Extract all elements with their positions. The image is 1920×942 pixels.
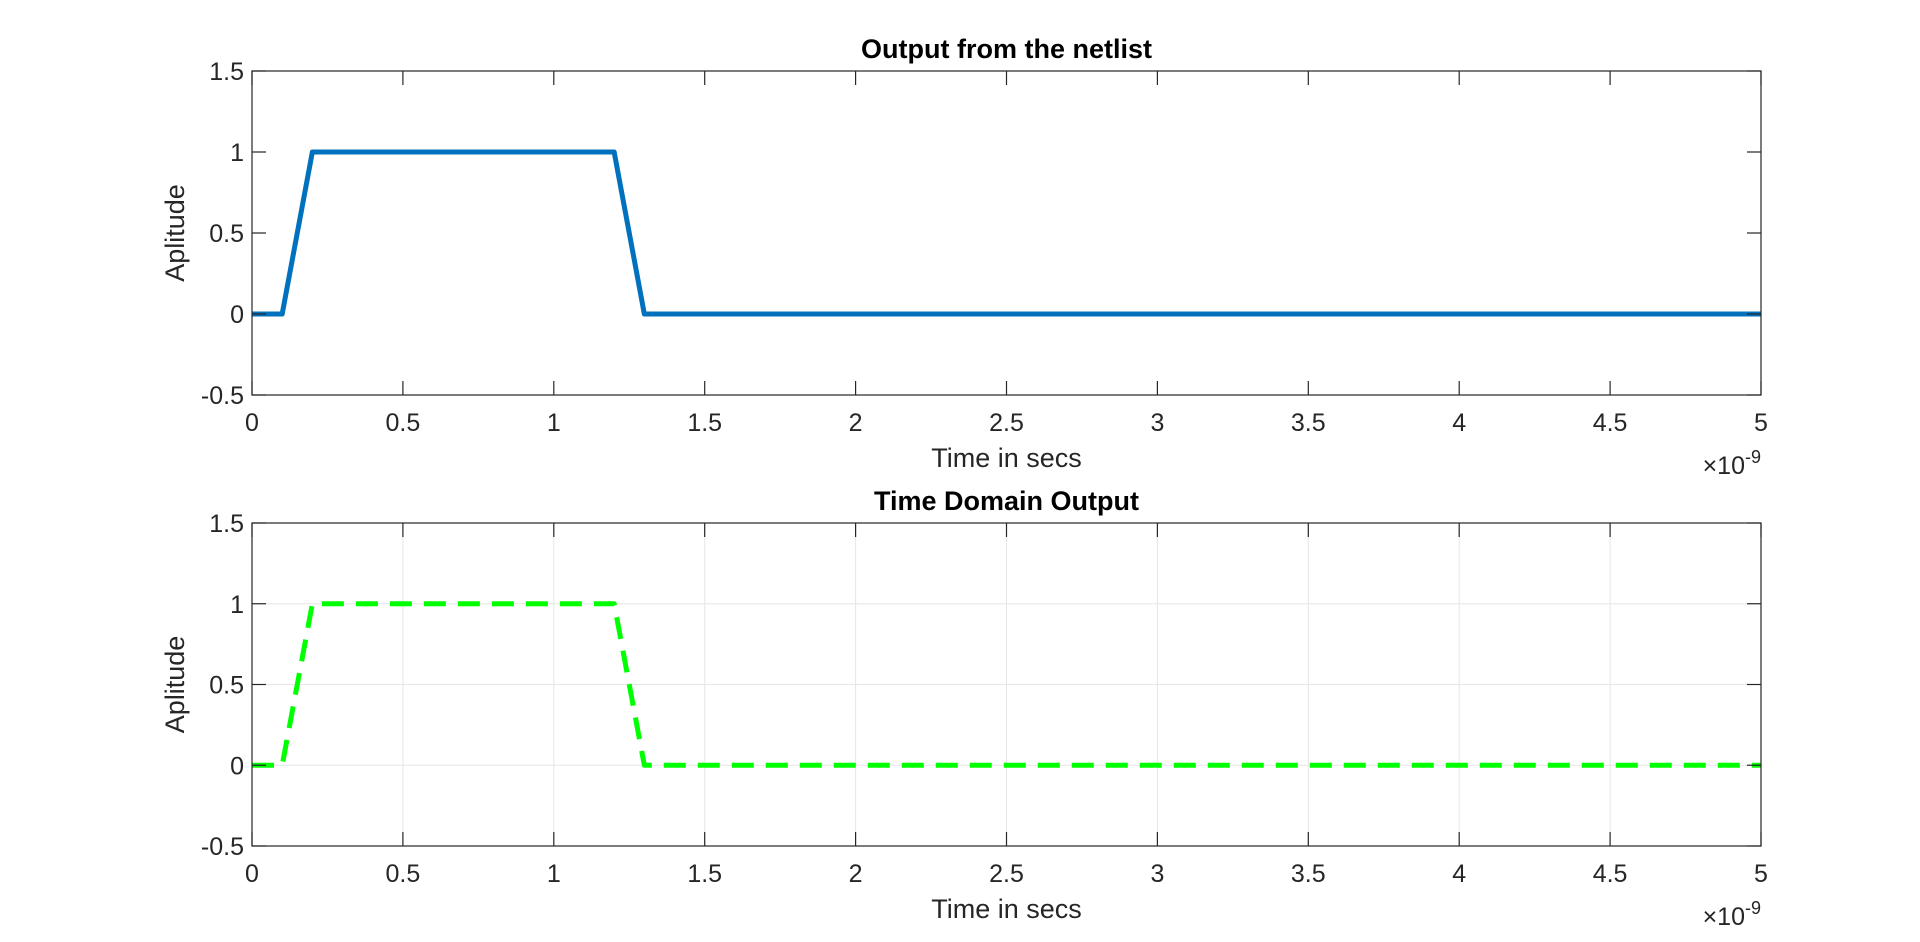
x-tick-label: 2.5 [989, 409, 1024, 437]
x-exponent-power: -9 [1745, 447, 1761, 467]
x-tick-label: 0 [245, 409, 259, 437]
x-tick-label: 4 [1452, 860, 1466, 888]
x-tick-label: 3 [1150, 409, 1164, 437]
y-axis-label: Aplitude [160, 184, 190, 282]
x-tick-label: 3.5 [1291, 409, 1326, 437]
x-exponent-label: ×10-9 [1703, 447, 1761, 480]
x-tick-label: 2 [849, 860, 863, 888]
x-tick-label: 4.5 [1593, 860, 1628, 888]
x-tick-label: 3.5 [1291, 860, 1326, 888]
x-tick-label: 1.5 [687, 409, 722, 437]
chart-title: Output from the netlist [861, 34, 1152, 64]
x-exponent-power: -9 [1745, 898, 1761, 918]
series-line-1 [252, 149, 1761, 317]
y-tick-label: 1 [230, 591, 244, 619]
y-tick-label: 0.5 [209, 672, 244, 700]
chart-title: Time Domain Output [874, 486, 1139, 516]
y-tick-label: 0 [230, 752, 244, 780]
x-axis-label: Time in secs [931, 443, 1082, 473]
y-tick-label: 1 [230, 139, 244, 167]
x-tick-label: 1.5 [687, 860, 722, 888]
x-tick-label: 2.5 [989, 860, 1024, 888]
x-tick-label: 0.5 [386, 860, 421, 888]
y-tick-label: 0 [230, 301, 244, 329]
x-tick-label: 4 [1452, 409, 1466, 437]
grid-lines [252, 523, 1761, 846]
x-tick-label: 0 [245, 860, 259, 888]
axes-box [251, 70, 1762, 396]
subplot-1: 0 0.5 1 1.5 2 2.5 3 3.5 4 4.5 5-0.500.511.5Output … [160, 34, 1768, 480]
x-tick-label: 5 [1754, 409, 1768, 437]
x-tick-label: 3 [1150, 860, 1164, 888]
x-tick-label: 2 [849, 409, 863, 437]
y-axis-label: Aplitude [160, 636, 190, 734]
x-exponent-base: ×10 [1703, 903, 1745, 931]
x-tick-label: 4.5 [1593, 409, 1628, 437]
x-tick-label: 1 [547, 409, 561, 437]
x-tick-label: 0.5 [386, 409, 421, 437]
y-tick-label: 1.5 [209, 58, 244, 86]
x-exponent-label: ×10-9 [1703, 898, 1761, 931]
y-tick-label: 0.5 [209, 220, 244, 248]
x-tick-label: 1 [547, 860, 561, 888]
x-axis-label: Time in secs [931, 894, 1082, 924]
x-tick-label: 5 [1754, 860, 1768, 888]
y-tick-label: 1.5 [209, 510, 244, 538]
y-tick-label: -0.5 [201, 833, 244, 861]
x-exponent-base: ×10 [1703, 452, 1745, 480]
series-line-1 [252, 601, 1761, 768]
y-tick-label: -0.5 [201, 382, 244, 410]
